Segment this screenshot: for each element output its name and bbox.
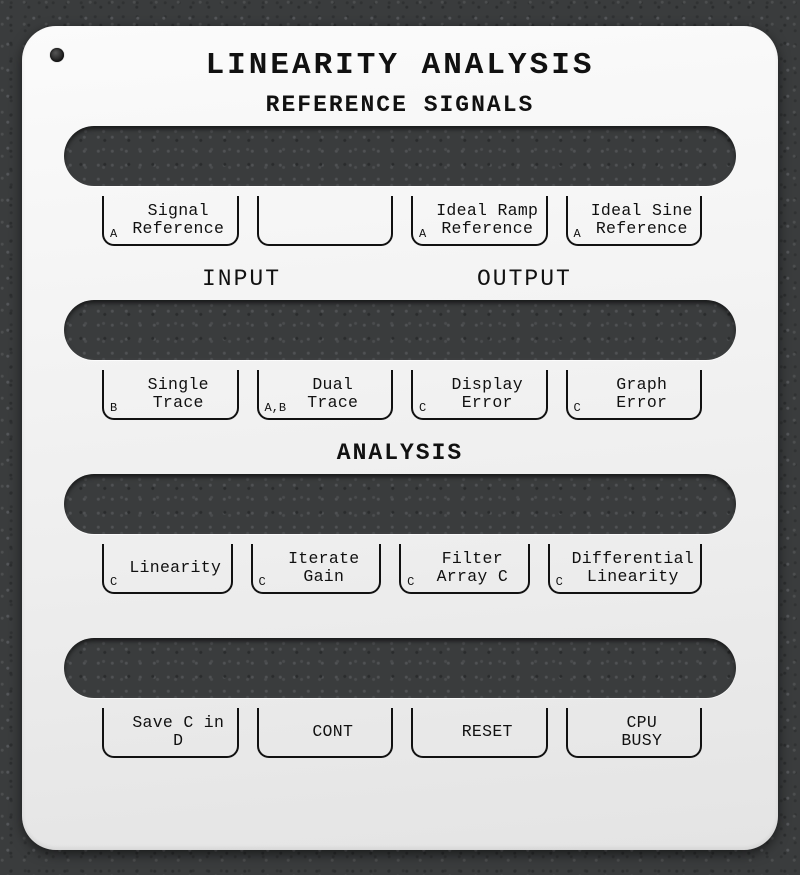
key-sub: A — [419, 227, 426, 241]
key-label: Save C in D — [126, 714, 231, 751]
heading-output: OUTPUT — [477, 266, 572, 292]
key-cpu-busy[interactable]: CPU BUSY — [566, 708, 703, 758]
key-label: Graph Error — [616, 376, 667, 413]
key-row-analysis: Linearity C Iterate Gain C Filter Array … — [102, 544, 702, 598]
panel-title: LINEARITY ANALYSIS — [22, 48, 778, 83]
section-heading-analysis: ANALYSIS — [22, 440, 778, 466]
key-label: CONT — [312, 723, 353, 741]
key-sub: A — [574, 227, 581, 241]
key-sub: B — [110, 401, 117, 415]
key-sub: C — [110, 575, 117, 589]
key-ideal-ramp-reference[interactable]: Ideal Ramp Reference A — [411, 196, 548, 246]
key-row-control: Save C in D CONT RESET CPU BUSY — [102, 708, 702, 762]
key-dual-trace[interactable]: Dual Trace A,B — [257, 370, 394, 420]
key-sub: A — [110, 227, 117, 241]
key-label: Differential Linearity — [572, 550, 694, 587]
key-sub: A,B — [265, 401, 287, 415]
key-graph-error[interactable]: Graph Error C — [566, 370, 703, 420]
slot-analysis — [64, 474, 736, 534]
key-differential-linearity[interactable]: Differential Linearity C — [548, 544, 702, 594]
key-linearity[interactable]: Linearity C — [102, 544, 233, 594]
key-row-io: Single Trace B Dual Trace A,B Display Er… — [102, 370, 702, 424]
section-heading-reference: REFERENCE SIGNALS — [22, 92, 778, 118]
key-label: RESET — [462, 723, 513, 741]
slot-reference — [64, 126, 736, 186]
key-label: Filter Array C — [437, 550, 508, 587]
slot-io — [64, 300, 736, 360]
key-label: Signal Reference — [132, 202, 224, 239]
slot-control — [64, 638, 736, 698]
key-label: Ideal Ramp Reference — [436, 202, 538, 239]
key-sub: C — [407, 575, 414, 589]
key-label: Display Error — [452, 376, 523, 413]
key-ideal-sine-reference[interactable]: Ideal Sine Reference A — [566, 196, 703, 246]
key-row-reference: Signal Reference A Ideal Ramp Reference … — [102, 196, 702, 250]
key-sub: C — [419, 401, 426, 415]
key-filter-array-c[interactable]: Filter Array C C — [399, 544, 530, 594]
section-heading-io: INPUT OUTPUT — [22, 266, 778, 296]
key-reset[interactable]: RESET — [411, 708, 548, 758]
key-save-c-in-d[interactable]: Save C in D — [102, 708, 239, 758]
key-label: Dual Trace — [307, 376, 358, 413]
key-cont[interactable]: CONT — [257, 708, 394, 758]
key-signal-reference[interactable]: Signal Reference A — [102, 196, 239, 246]
key-label: Ideal Sine Reference — [591, 202, 693, 239]
key-label: Linearity — [129, 559, 221, 577]
key-label: CPU BUSY — [621, 714, 662, 751]
key-iterate-gain[interactable]: Iterate Gain C — [251, 544, 382, 594]
key-label: Single Trace — [148, 376, 209, 413]
key-sub: C — [259, 575, 266, 589]
key-label: Iterate Gain — [288, 550, 359, 587]
key-single-trace[interactable]: Single Trace B — [102, 370, 239, 420]
heading-input: INPUT — [202, 266, 281, 292]
overlay-panel: LINEARITY ANALYSIS REFERENCE SIGNALS Sig… — [22, 26, 778, 850]
key-blank[interactable] — [257, 196, 394, 246]
key-display-error[interactable]: Display Error C — [411, 370, 548, 420]
key-sub: C — [556, 575, 563, 589]
key-sub: C — [574, 401, 581, 415]
